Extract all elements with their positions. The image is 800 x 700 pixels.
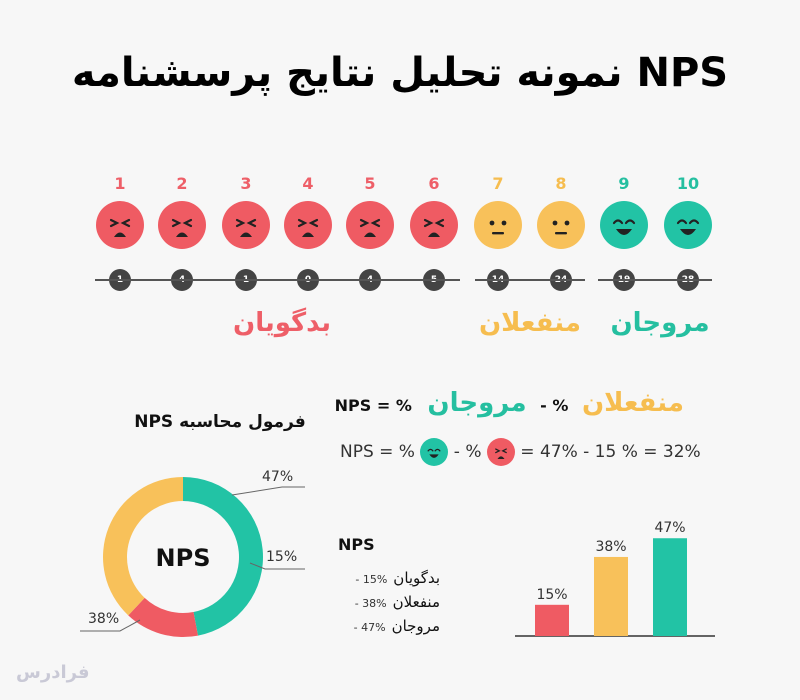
legend-item-label: منفعلان (392, 593, 440, 611)
donut-leader-line-0 (231, 486, 305, 496)
formula-line-2: NPS = % - % = 47% - 15 % = 32% (340, 438, 701, 466)
group-label-promoters: مروجان (610, 308, 710, 338)
score-label-8: 8 (555, 174, 567, 193)
score-label-1: 1 (114, 174, 126, 193)
nps-bar-chart: 15% 38% 47% (515, 520, 715, 637)
formula-lhs-1: NPS = % (334, 396, 412, 415)
score-label-4: 4 (302, 174, 314, 193)
promoter-face-icon (600, 201, 648, 249)
bar-label-1: 38% (595, 539, 626, 555)
bar-2 (653, 538, 687, 636)
formula-promoters: مروجان (427, 388, 527, 418)
detractor-face-icon (346, 201, 394, 249)
scale-line-promoter (598, 279, 712, 281)
formula-result: = 47% - 15 % = 32% (520, 442, 701, 462)
donut-leader-line-1 (249, 562, 305, 570)
bar-label-0: 15% (536, 587, 567, 603)
legend-item-value: - 38% (354, 597, 387, 610)
formula-minus-1: - % (540, 396, 569, 415)
promoter-face-icon (664, 201, 712, 249)
score-label-9: 9 (618, 174, 630, 193)
score-label-2: 2 (176, 174, 188, 193)
legend-item: بدگویان - 15% (325, 569, 440, 587)
bar-1 (594, 556, 628, 636)
scale-line-passive (475, 279, 585, 281)
donut-slice-label-2: 38% (88, 611, 119, 627)
donut-leader-line-2 (80, 619, 141, 632)
donut-center-label: NPS (156, 544, 211, 572)
donut-slice-label-1: 15% (266, 549, 297, 565)
legend-title: NPS (338, 535, 375, 554)
donut-slice-0 (183, 477, 264, 636)
score-label-3: 3 (240, 174, 252, 193)
bar-0 (535, 604, 569, 636)
group-label-passives: منفعلان (478, 308, 582, 338)
detractor-face-icon (486, 438, 515, 466)
nps-donut-chart: 47% 15% 38% NPS (80, 469, 305, 637)
group-label-detractors: بدگویان (233, 308, 331, 338)
donut-slice-1 (128, 597, 198, 637)
legend-item: منفعلان - 38% (325, 593, 440, 611)
formula-passives: منفعلان (581, 388, 684, 418)
legend-item-value: - 47% (353, 621, 386, 634)
score-label-7: 7 (492, 174, 504, 193)
passive-face-icon (537, 201, 585, 249)
detractor-face-icon (158, 201, 206, 249)
donut-slice-2 (102, 477, 183, 616)
bar-label-2: 47% (654, 520, 685, 536)
formula-minus-2: - % (453, 442, 482, 462)
score-label-5: 5 (364, 174, 376, 193)
brand-logo: فرادرس (16, 662, 90, 683)
detractor-face-icon (222, 201, 270, 249)
detractor-face-icon (96, 201, 144, 249)
score-label-6: 6 (428, 174, 440, 193)
scale-line-detractor (95, 279, 460, 281)
promoter-face-icon (420, 438, 449, 466)
legend-item-value: - 15% (355, 573, 388, 586)
legend-item-label: مروجان (391, 617, 440, 635)
formula-line-1: منفعلان - % مروجان NPS = % (335, 388, 684, 418)
detractor-face-icon (284, 201, 332, 249)
legend-item-label: بدگویان (393, 569, 440, 587)
detractor-face-icon (410, 201, 458, 249)
formula-heading: فرمول محاسبه NPS (134, 412, 306, 432)
formula-lhs-2: NPS = % (340, 442, 415, 462)
legend-item: مروجان - 47% (325, 617, 440, 635)
score-label-10: 10 (676, 174, 700, 193)
donut-slice-label-0: 47% (262, 469, 293, 485)
page-title: نمونه تحلیل نتایج پرسشنامه NPS (71, 50, 729, 96)
passive-face-icon (474, 201, 522, 249)
